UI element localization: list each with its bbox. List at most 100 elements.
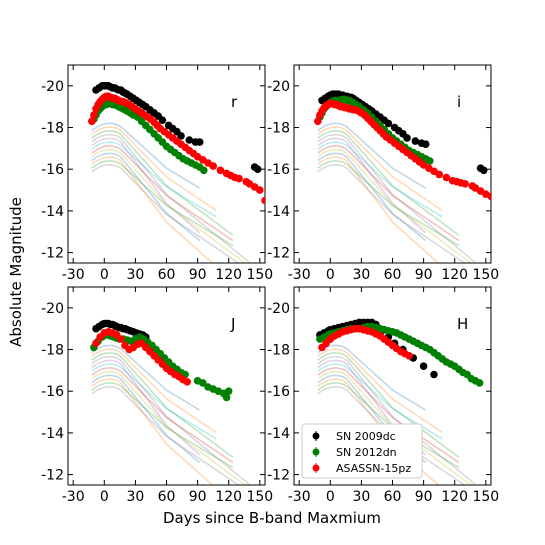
comparison-curve bbox=[317, 156, 440, 263]
comparison-curve bbox=[317, 145, 460, 242]
x-tick-label: -30 bbox=[288, 267, 311, 283]
x-tick-label: 0 bbox=[100, 489, 109, 505]
y-tick-label: -18 bbox=[41, 343, 64, 359]
comparison-curve bbox=[317, 130, 460, 236]
comparison-curve bbox=[91, 163, 240, 263]
comparison-curve bbox=[91, 355, 250, 485]
data-point bbox=[177, 132, 185, 140]
data-point bbox=[183, 378, 191, 386]
y-tick-label: -20 bbox=[267, 79, 290, 95]
data-point bbox=[426, 157, 434, 165]
y-tick-label: -16 bbox=[41, 384, 64, 400]
comparison-curve bbox=[317, 355, 476, 485]
y-tick-label: -14 bbox=[267, 204, 290, 220]
y-tick-label: -18 bbox=[267, 343, 290, 359]
legend-marker bbox=[312, 448, 320, 456]
comparison-curve bbox=[317, 137, 427, 234]
x-tick-label: 120 bbox=[215, 489, 242, 505]
x-axis-label: Days since B-band Maxmium bbox=[163, 509, 381, 527]
data-point bbox=[479, 166, 488, 175]
y-tick-label: -16 bbox=[41, 162, 64, 178]
comparison-curve bbox=[317, 160, 460, 247]
y-tick-label: -14 bbox=[41, 204, 64, 220]
comparison-curve bbox=[91, 363, 217, 440]
legend-label: SN 2009dc bbox=[336, 430, 396, 443]
data-point bbox=[224, 387, 233, 396]
comparison-curve bbox=[317, 352, 460, 458]
data-point bbox=[200, 166, 208, 175]
band-label: J bbox=[230, 315, 235, 333]
x-tick-label: 120 bbox=[441, 489, 468, 505]
data-point bbox=[92, 339, 100, 348]
comparison-curve bbox=[91, 126, 217, 212]
y-tick-label: -12 bbox=[267, 468, 290, 484]
x-tick-label: 150 bbox=[246, 489, 273, 505]
data-point bbox=[255, 186, 264, 194]
x-tick-label: 30 bbox=[126, 267, 144, 283]
x-tick-label: 30 bbox=[352, 267, 370, 283]
data-point bbox=[209, 162, 217, 170]
data-point bbox=[442, 173, 451, 182]
comparison-curve bbox=[317, 367, 460, 464]
comparison-curves bbox=[317, 122, 476, 263]
x-tick-label: 60 bbox=[384, 267, 402, 283]
comparison-curve bbox=[91, 385, 240, 485]
comparison-curve bbox=[91, 160, 234, 247]
data-points bbox=[90, 319, 233, 402]
data-points bbox=[316, 318, 484, 387]
x-tick-label: 150 bbox=[472, 489, 499, 505]
panel-j: -30 0 30 60 90 120 150 -20 -18 -16 -14 -12 J bbox=[41, 286, 273, 505]
y-tick-label: -12 bbox=[267, 246, 290, 262]
data-point bbox=[461, 180, 469, 188]
y-tick-label: -12 bbox=[41, 246, 64, 262]
data-point bbox=[405, 352, 413, 360]
comparison-curve bbox=[317, 133, 476, 263]
x-tick-label: 60 bbox=[158, 489, 176, 505]
x-tick-label: 90 bbox=[189, 489, 207, 505]
data-point bbox=[199, 379, 207, 387]
x-tick-label: 150 bbox=[472, 267, 499, 283]
data-point bbox=[435, 170, 444, 179]
x-tick-label: 60 bbox=[384, 489, 402, 505]
data-point bbox=[88, 117, 96, 126]
series-sn-2009dc bbox=[92, 82, 262, 173]
y-tick-label: -16 bbox=[267, 384, 290, 400]
comparison-curve bbox=[91, 137, 201, 234]
comparison-curve bbox=[91, 148, 247, 263]
comparison-curve bbox=[317, 344, 427, 411]
band-label: H bbox=[457, 315, 468, 333]
x-tick-label: 0 bbox=[326, 267, 335, 283]
y-tick-label: -14 bbox=[41, 426, 64, 442]
comparison-curve bbox=[91, 359, 201, 456]
x-tick-label: 150 bbox=[246, 267, 273, 283]
panel-i: -30 0 30 60 90 120 150 -20 -18 -16 -14 -12 i bbox=[267, 64, 499, 283]
comparison-curve bbox=[317, 148, 473, 263]
y-tick-label: -20 bbox=[267, 301, 290, 317]
comparison-curve bbox=[91, 130, 234, 236]
panel-r: -30 0 30 60 90 120 150 -20 -18 -16 -14 -12 r bbox=[41, 64, 273, 283]
data-point bbox=[117, 335, 125, 343]
legend-label: SN 2012dn bbox=[336, 446, 397, 459]
series-asassn-15pz bbox=[318, 324, 413, 360]
data-points bbox=[88, 82, 265, 205]
legend-marker bbox=[312, 464, 320, 472]
x-tick-label: 30 bbox=[126, 489, 144, 505]
comparison-curve bbox=[91, 378, 214, 485]
comparison-curve bbox=[317, 122, 427, 189]
comparison-curve bbox=[317, 141, 443, 218]
data-point bbox=[421, 140, 430, 148]
comparison-curve bbox=[91, 141, 217, 218]
series-sn-2012dn bbox=[90, 99, 208, 175]
x-tick-label: 120 bbox=[441, 267, 468, 283]
y-axis-label: Absolute Magnitude bbox=[7, 197, 25, 347]
x-tick-label: -30 bbox=[62, 267, 85, 283]
data-point bbox=[430, 370, 438, 379]
comparison-curve bbox=[91, 133, 250, 263]
comparison-curve bbox=[317, 152, 427, 242]
legend-box bbox=[301, 423, 423, 479]
comparison-curve bbox=[91, 382, 234, 469]
y-tick-label: -18 bbox=[41, 121, 64, 137]
comparison-curve bbox=[91, 352, 234, 458]
comparison-curve bbox=[91, 152, 201, 242]
data-point bbox=[253, 165, 262, 173]
